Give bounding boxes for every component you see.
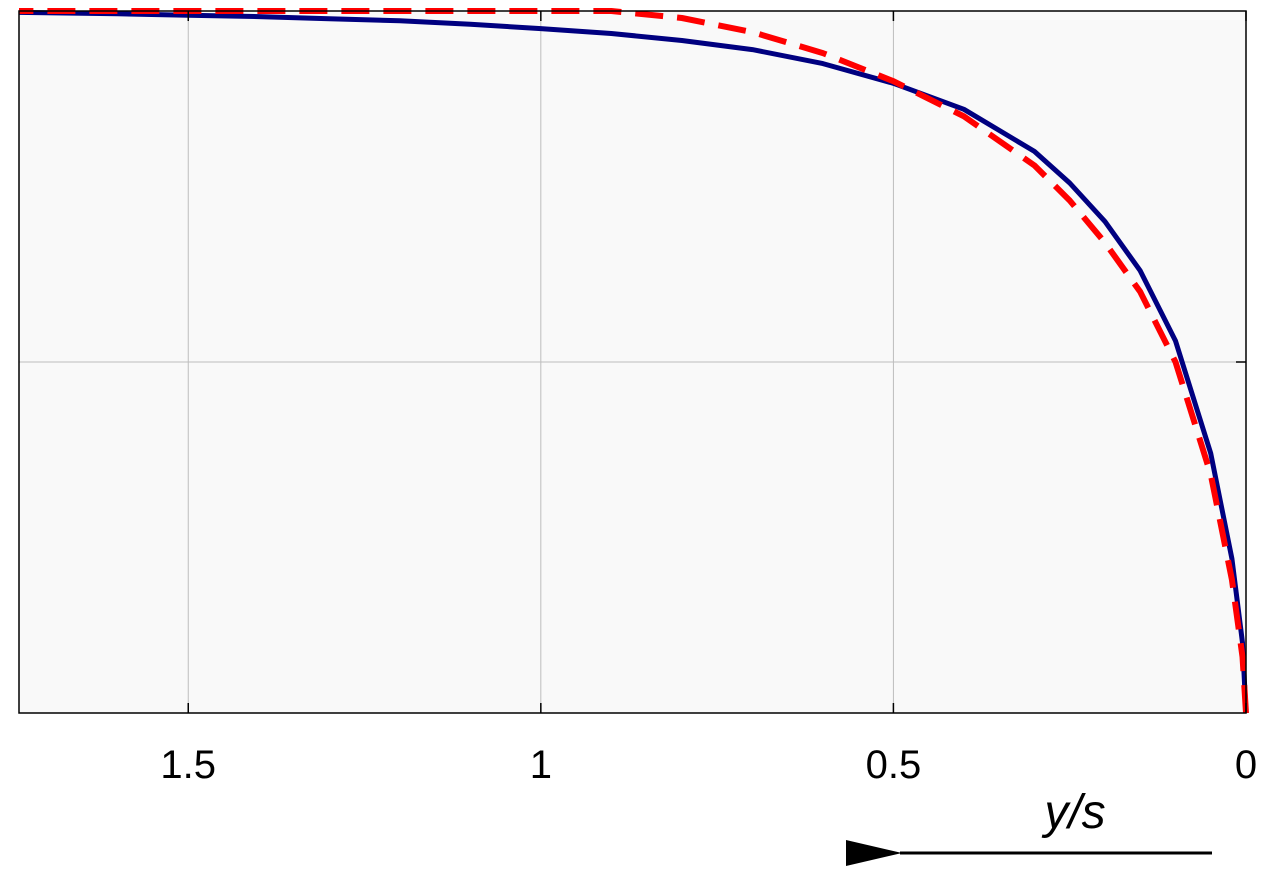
x-axis-label: y/s: [1041, 786, 1105, 839]
x-tick-label: 1: [530, 743, 552, 787]
tick-marks: [187, 11, 1247, 713]
x-tick-labels: 1.5 1 0.5 0: [160, 743, 1257, 787]
grid-lines: [19, 11, 1246, 713]
series-line-1: [18, 9, 1249, 714]
x-tick-label: 1.5: [160, 743, 216, 787]
x-tick-label: 0: [1235, 743, 1257, 787]
x-tick-label: 0.5: [866, 743, 922, 787]
